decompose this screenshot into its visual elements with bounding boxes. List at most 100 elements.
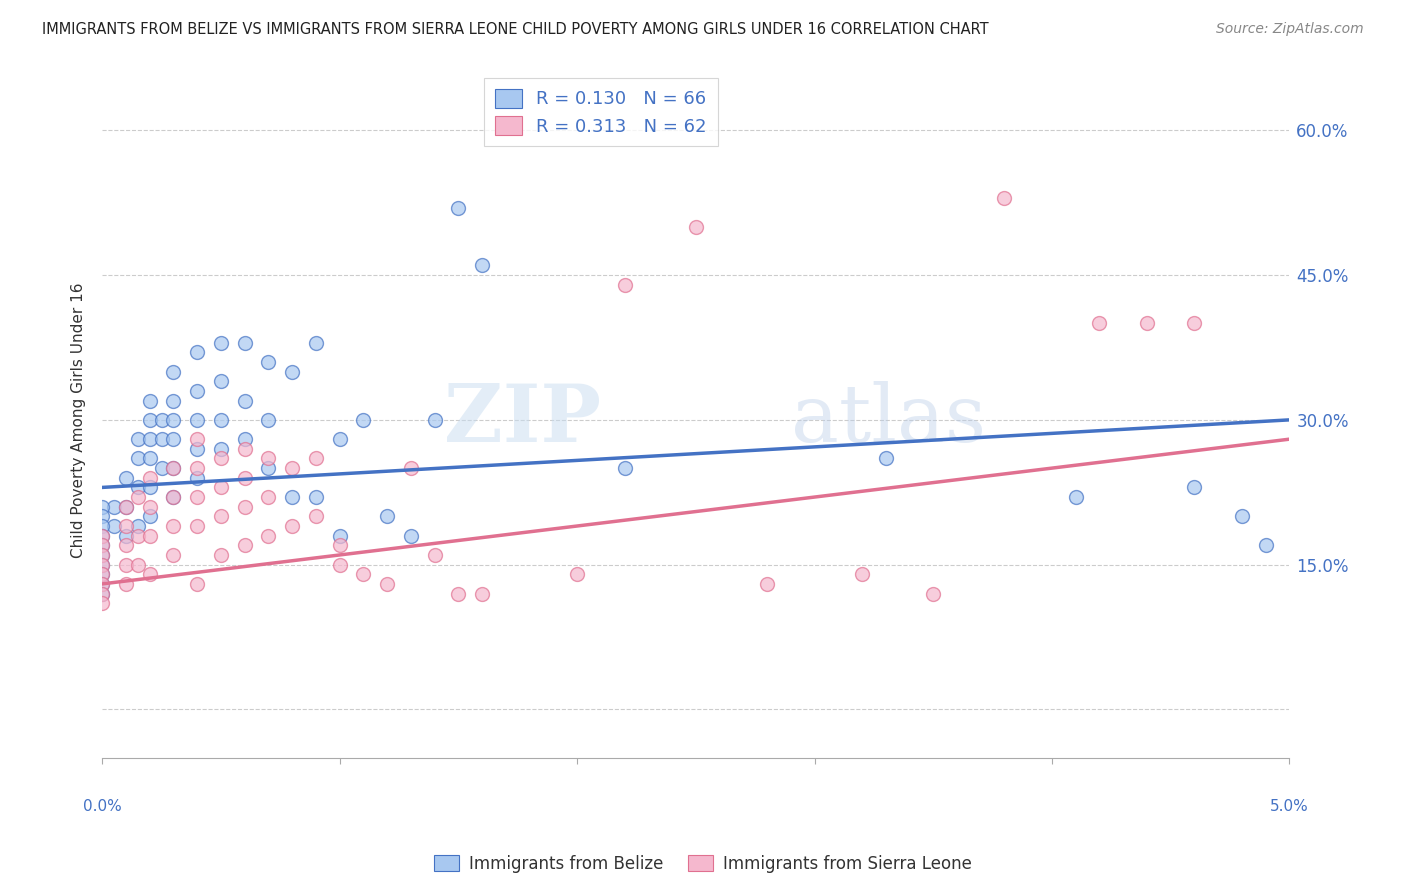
Point <box>115 538 138 552</box>
Point <box>329 558 352 572</box>
Point <box>162 413 184 427</box>
Point <box>329 529 352 543</box>
Point <box>209 480 232 494</box>
Point <box>209 442 232 456</box>
Point <box>91 548 114 562</box>
Point <box>91 538 114 552</box>
Point <box>1184 317 1206 331</box>
Point <box>447 586 470 600</box>
Point <box>186 345 208 359</box>
Point <box>127 480 149 494</box>
Point <box>471 586 494 600</box>
Point <box>209 509 232 524</box>
Point <box>209 413 232 427</box>
Point <box>281 490 304 504</box>
Point <box>685 219 707 234</box>
Point <box>186 384 208 398</box>
Point <box>127 558 149 572</box>
Point <box>162 393 184 408</box>
Point <box>209 374 232 388</box>
Point <box>91 538 114 552</box>
Point <box>91 529 114 543</box>
Point <box>91 596 114 610</box>
Point <box>186 490 208 504</box>
Point <box>305 335 328 350</box>
Point <box>471 259 494 273</box>
Point <box>375 577 398 591</box>
Point <box>103 500 125 514</box>
Point <box>399 461 422 475</box>
Point <box>281 461 304 475</box>
Point <box>186 461 208 475</box>
Point <box>162 490 184 504</box>
Point <box>115 519 138 533</box>
Point <box>150 432 173 446</box>
Point <box>233 471 256 485</box>
Point <box>115 500 138 514</box>
Point <box>233 500 256 514</box>
Point <box>138 500 160 514</box>
Point <box>138 529 160 543</box>
Point <box>115 577 138 591</box>
Point <box>91 586 114 600</box>
Point <box>565 567 588 582</box>
Point <box>91 567 114 582</box>
Legend: R = 0.130   N = 66, R = 0.313   N = 62: R = 0.130 N = 66, R = 0.313 N = 62 <box>484 78 717 146</box>
Point <box>162 461 184 475</box>
Point <box>233 393 256 408</box>
Point <box>91 577 114 591</box>
Point <box>127 529 149 543</box>
Point <box>91 509 114 524</box>
Point <box>423 548 446 562</box>
Point <box>91 529 114 543</box>
Point <box>186 471 208 485</box>
Point <box>162 548 184 562</box>
Point <box>91 500 114 514</box>
Text: ZIP: ZIP <box>444 381 600 458</box>
Point <box>423 413 446 427</box>
Point <box>186 432 208 446</box>
Point <box>91 558 114 572</box>
Point <box>233 432 256 446</box>
Point <box>186 442 208 456</box>
Point <box>257 529 280 543</box>
Y-axis label: Child Poverty Among Girls Under 16: Child Poverty Among Girls Under 16 <box>72 282 86 558</box>
Point <box>138 413 160 427</box>
Point <box>329 538 352 552</box>
Point <box>103 519 125 533</box>
Point <box>91 567 114 582</box>
Point <box>115 558 138 572</box>
Point <box>91 519 114 533</box>
Point <box>209 335 232 350</box>
Point <box>233 442 256 456</box>
Point <box>138 471 160 485</box>
Point <box>613 277 636 292</box>
Point <box>127 451 149 466</box>
Point <box>138 567 160 582</box>
Point <box>127 432 149 446</box>
Point <box>305 509 328 524</box>
Point <box>257 355 280 369</box>
Point <box>162 519 184 533</box>
Point <box>233 335 256 350</box>
Point <box>115 471 138 485</box>
Point <box>1088 317 1111 331</box>
Point <box>1230 509 1253 524</box>
Point <box>352 413 374 427</box>
Point <box>1184 480 1206 494</box>
Point <box>1254 538 1277 552</box>
Point <box>186 577 208 591</box>
Point <box>150 461 173 475</box>
Text: atlas: atlas <box>790 381 986 458</box>
Point <box>305 490 328 504</box>
Point <box>613 461 636 475</box>
Point <box>127 490 149 504</box>
Point <box>1064 490 1087 504</box>
Point <box>138 509 160 524</box>
Point <box>375 509 398 524</box>
Point <box>875 451 897 466</box>
Text: 5.0%: 5.0% <box>1270 798 1309 814</box>
Point <box>162 490 184 504</box>
Point <box>138 451 160 466</box>
Point <box>281 519 304 533</box>
